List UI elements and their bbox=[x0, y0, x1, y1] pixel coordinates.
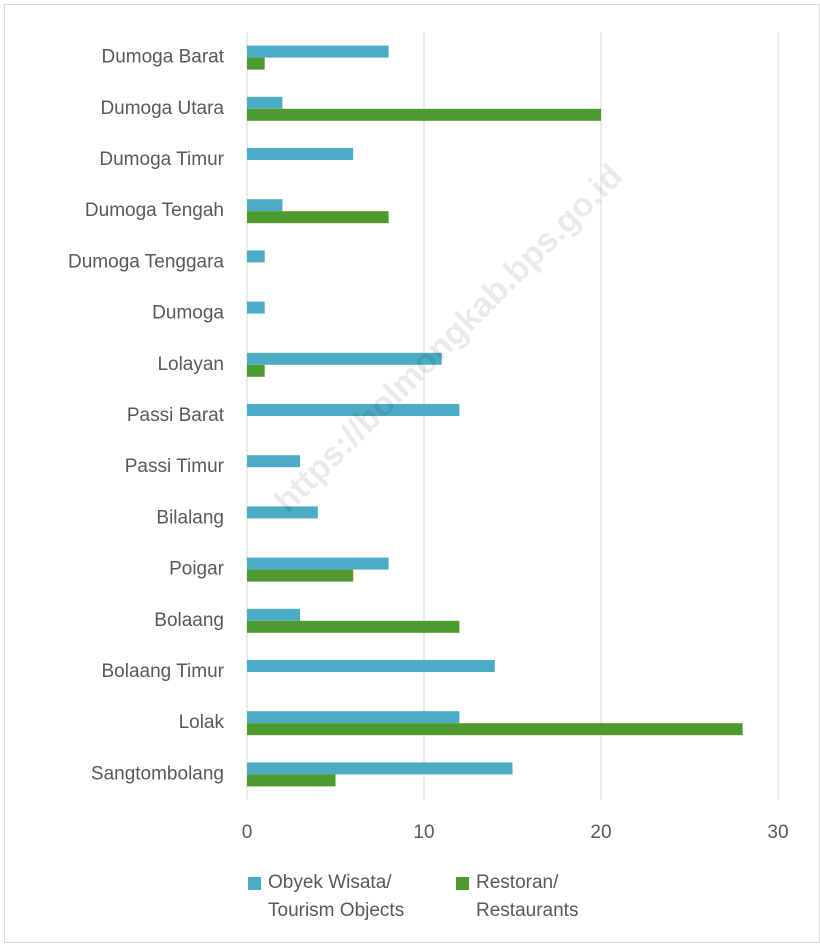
plot: 0 10 20 30 Dumoga Barat Dumoga Utara Dumoga Ti… bbox=[68, 32, 789, 843]
y-tick-label: Lolayan bbox=[157, 354, 224, 375]
x-tick-label: 20 bbox=[590, 822, 611, 843]
y-tick-label: Dumoga Utara bbox=[100, 98, 224, 119]
bar bbox=[247, 148, 354, 160]
legend-swatch bbox=[456, 877, 469, 890]
bar bbox=[247, 404, 460, 416]
y-tick-label: Dumoga Barat bbox=[101, 47, 224, 68]
x-tick-label: 30 bbox=[767, 822, 788, 843]
y-tick-label: Bolaang bbox=[154, 610, 224, 631]
bar bbox=[247, 660, 495, 672]
bar bbox=[247, 557, 389, 570]
bar bbox=[247, 57, 265, 70]
bar bbox=[247, 455, 301, 468]
y-tick-label: Bilalang bbox=[156, 507, 224, 528]
bar bbox=[247, 108, 601, 121]
y-tick-label: Dumoga Tengah bbox=[85, 200, 224, 221]
y-tick-label: Dumoga Timur bbox=[99, 149, 224, 170]
y-tick-label: Dumoga Tenggara bbox=[68, 251, 224, 272]
bar bbox=[247, 711, 460, 724]
bar bbox=[247, 608, 301, 621]
legend-label: Restoran/ Restaurants bbox=[476, 872, 579, 921]
y-tick-label: Sangtombolang bbox=[91, 763, 224, 784]
bar bbox=[247, 211, 389, 224]
y-tick-label: Lolak bbox=[179, 712, 225, 733]
bar bbox=[247, 364, 265, 377]
bar bbox=[247, 96, 283, 109]
bar bbox=[247, 569, 354, 582]
bar bbox=[247, 723, 743, 736]
bar bbox=[247, 506, 318, 519]
bar bbox=[247, 199, 283, 212]
legend-swatch bbox=[248, 877, 261, 890]
bar bbox=[247, 250, 265, 263]
legend-label: Obyek Wisata/ Tourism Objects bbox=[268, 872, 405, 921]
y-tick-label: Passi Barat bbox=[127, 405, 225, 426]
bar bbox=[247, 762, 513, 775]
x-tick-label: 10 bbox=[413, 822, 434, 843]
bar bbox=[247, 352, 442, 365]
y-tick-label: Dumoga bbox=[152, 303, 224, 324]
y-tick-label: Poigar bbox=[169, 559, 225, 580]
y-tick-label: Bolaang Timur bbox=[101, 661, 224, 682]
x-tick-label: 0 bbox=[242, 822, 253, 843]
y-tick-label: Passi Timur bbox=[125, 456, 225, 477]
bar bbox=[247, 774, 336, 787]
bar bbox=[247, 620, 460, 633]
bar bbox=[247, 301, 265, 314]
bar bbox=[247, 45, 389, 58]
